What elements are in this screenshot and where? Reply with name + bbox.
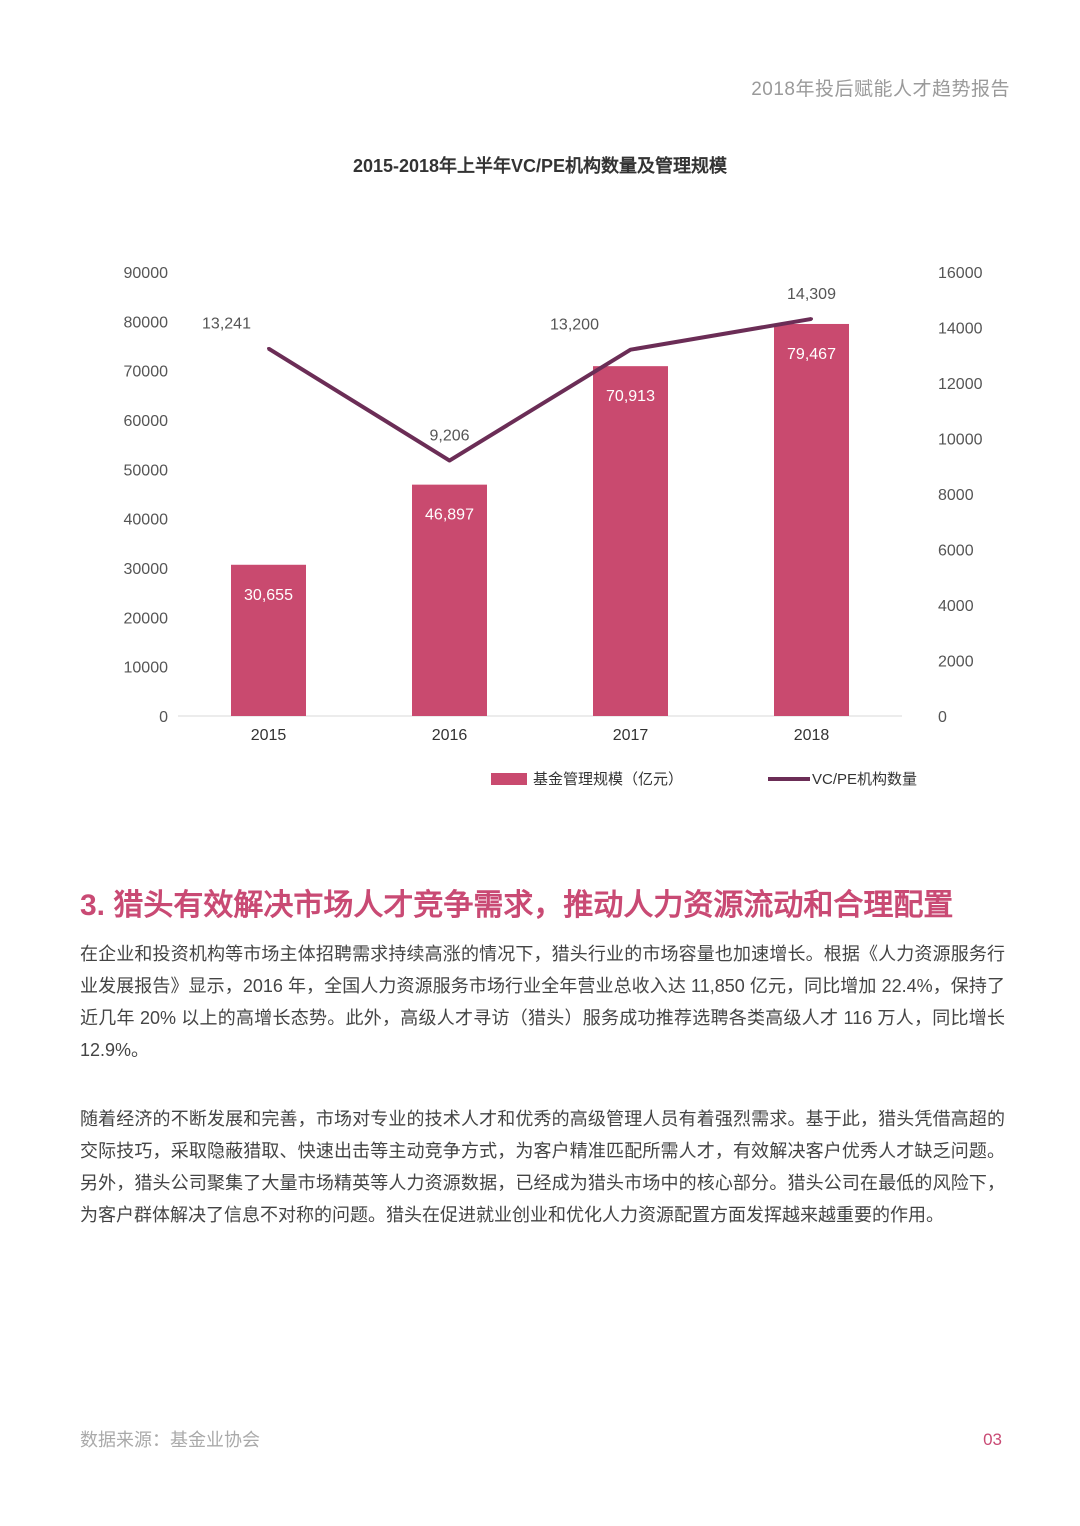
- line-value-label: 14,309: [787, 286, 836, 303]
- combo-chart: 0100002000030000400005000060000700008000…: [124, 265, 983, 788]
- x-tick-label: 2017: [613, 727, 649, 744]
- bar-value-label: 30,655: [244, 587, 293, 604]
- data-source: 数据来源：基金业协会: [80, 1430, 260, 1450]
- y-right-tick-label: 2000: [938, 654, 974, 671]
- y-right-tick-label: 6000: [938, 543, 974, 560]
- line-point: [810, 317, 813, 321]
- y-right-tick-label: 10000: [938, 432, 983, 449]
- line-point: [629, 348, 632, 352]
- bar-value-label: 70,913: [606, 388, 655, 405]
- line-value-label: 13,241: [202, 316, 251, 333]
- bar-value-label: 79,467: [787, 346, 836, 363]
- line-value-label: 9,206: [429, 428, 469, 445]
- y-right-tick-label: 12000: [938, 376, 983, 393]
- legend-bar-swatch: [491, 773, 527, 785]
- line-point: [448, 459, 451, 463]
- y-left-tick-label: 50000: [124, 462, 169, 479]
- x-tick-label: 2016: [432, 727, 468, 744]
- x-tick-label: 2018: [794, 727, 830, 744]
- body-paragraph-2: 随着经济的不断发展和完善，市场对专业的技术人才和优秀的高级管理人员有着强烈需求。…: [80, 1109, 1005, 1225]
- report-title: 2018年投后赋能人才趋势报告: [751, 79, 1010, 100]
- y-right-tick-label: 8000: [938, 487, 974, 504]
- section-heading: 3. 猎头有效解决市场人才竞争需求，推动人力资源流动和合理配置: [80, 889, 954, 922]
- legend-bar-label: 基金管理规模（亿元）: [533, 771, 683, 788]
- x-tick-label: 2015: [251, 727, 287, 744]
- page-number: 03: [983, 1430, 1002, 1449]
- y-right-tick-label: 0: [938, 709, 947, 726]
- bar-value-label: 46,897: [425, 507, 474, 524]
- line-point: [267, 347, 270, 351]
- y-left-tick-label: 20000: [124, 610, 169, 627]
- y-left-tick-label: 30000: [124, 561, 169, 578]
- bar-2018: [774, 323, 849, 716]
- bar-2016: [412, 484, 487, 716]
- y-left-tick-label: 90000: [124, 265, 169, 282]
- body-paragraph-1: 在企业和投资机构等市场主体招聘需求持续高涨的情况下，猎头行业的市场容量也加速增长…: [80, 944, 1005, 1060]
- y-right-tick-label: 4000: [938, 598, 974, 615]
- y-right-tick-label: 16000: [938, 265, 983, 282]
- y-left-tick-label: 10000: [124, 660, 169, 677]
- y-left-tick-label: 40000: [124, 512, 169, 529]
- bar-2017: [593, 366, 668, 716]
- bar-2015: [231, 564, 306, 716]
- y-left-tick-label: 60000: [124, 413, 169, 430]
- legend-line-label: VC/PE机构数量: [812, 771, 917, 788]
- line-value-label: 13,200: [550, 317, 599, 334]
- y-left-tick-label: 70000: [124, 364, 169, 381]
- y-left-tick-label: 80000: [124, 314, 169, 331]
- y-right-tick-label: 14000: [938, 321, 983, 338]
- chart-title: 2015-2018年上半年VC/PE机构数量及管理规模: [352, 156, 728, 176]
- line-series: [267, 316, 812, 463]
- y-left-tick-label: 0: [159, 709, 168, 726]
